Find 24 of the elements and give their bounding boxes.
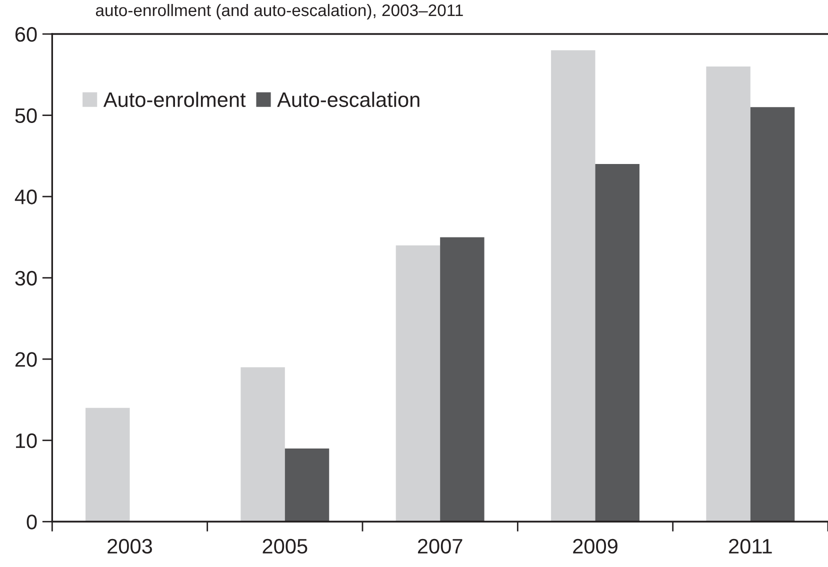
x-tick-label: 2009 (573, 538, 618, 554)
y-tick-label: 60 (15, 27, 37, 42)
y-tick-label: 40 (14, 190, 37, 204)
x-tick-label: 2003 (108, 538, 152, 554)
y-tick-label: 20 (15, 352, 37, 367)
y-tick-label: 0 (26, 514, 37, 530)
bar (440, 237, 484, 522)
x-tick-label: 2005 (262, 538, 308, 554)
chart-title: auto-enrollment (and auto-escalation), 2003–2011 (96, 4, 463, 20)
legend-label: Auto-escalation (277, 92, 420, 108)
bar (240, 367, 285, 522)
bar (551, 50, 596, 522)
bar (396, 245, 440, 522)
bar (750, 107, 795, 522)
y-tick-label: 10 (16, 433, 37, 448)
y-tick-label: 30 (15, 270, 37, 286)
x-tick-label: 2007 (418, 538, 462, 554)
legend-label: Auto-enrolment (103, 92, 246, 108)
bar (86, 408, 130, 522)
bar (706, 66, 750, 522)
y-tick-label: 50 (15, 108, 37, 124)
bar (284, 448, 330, 522)
bar (595, 164, 640, 522)
x-tick-label: 2011 (729, 538, 772, 554)
